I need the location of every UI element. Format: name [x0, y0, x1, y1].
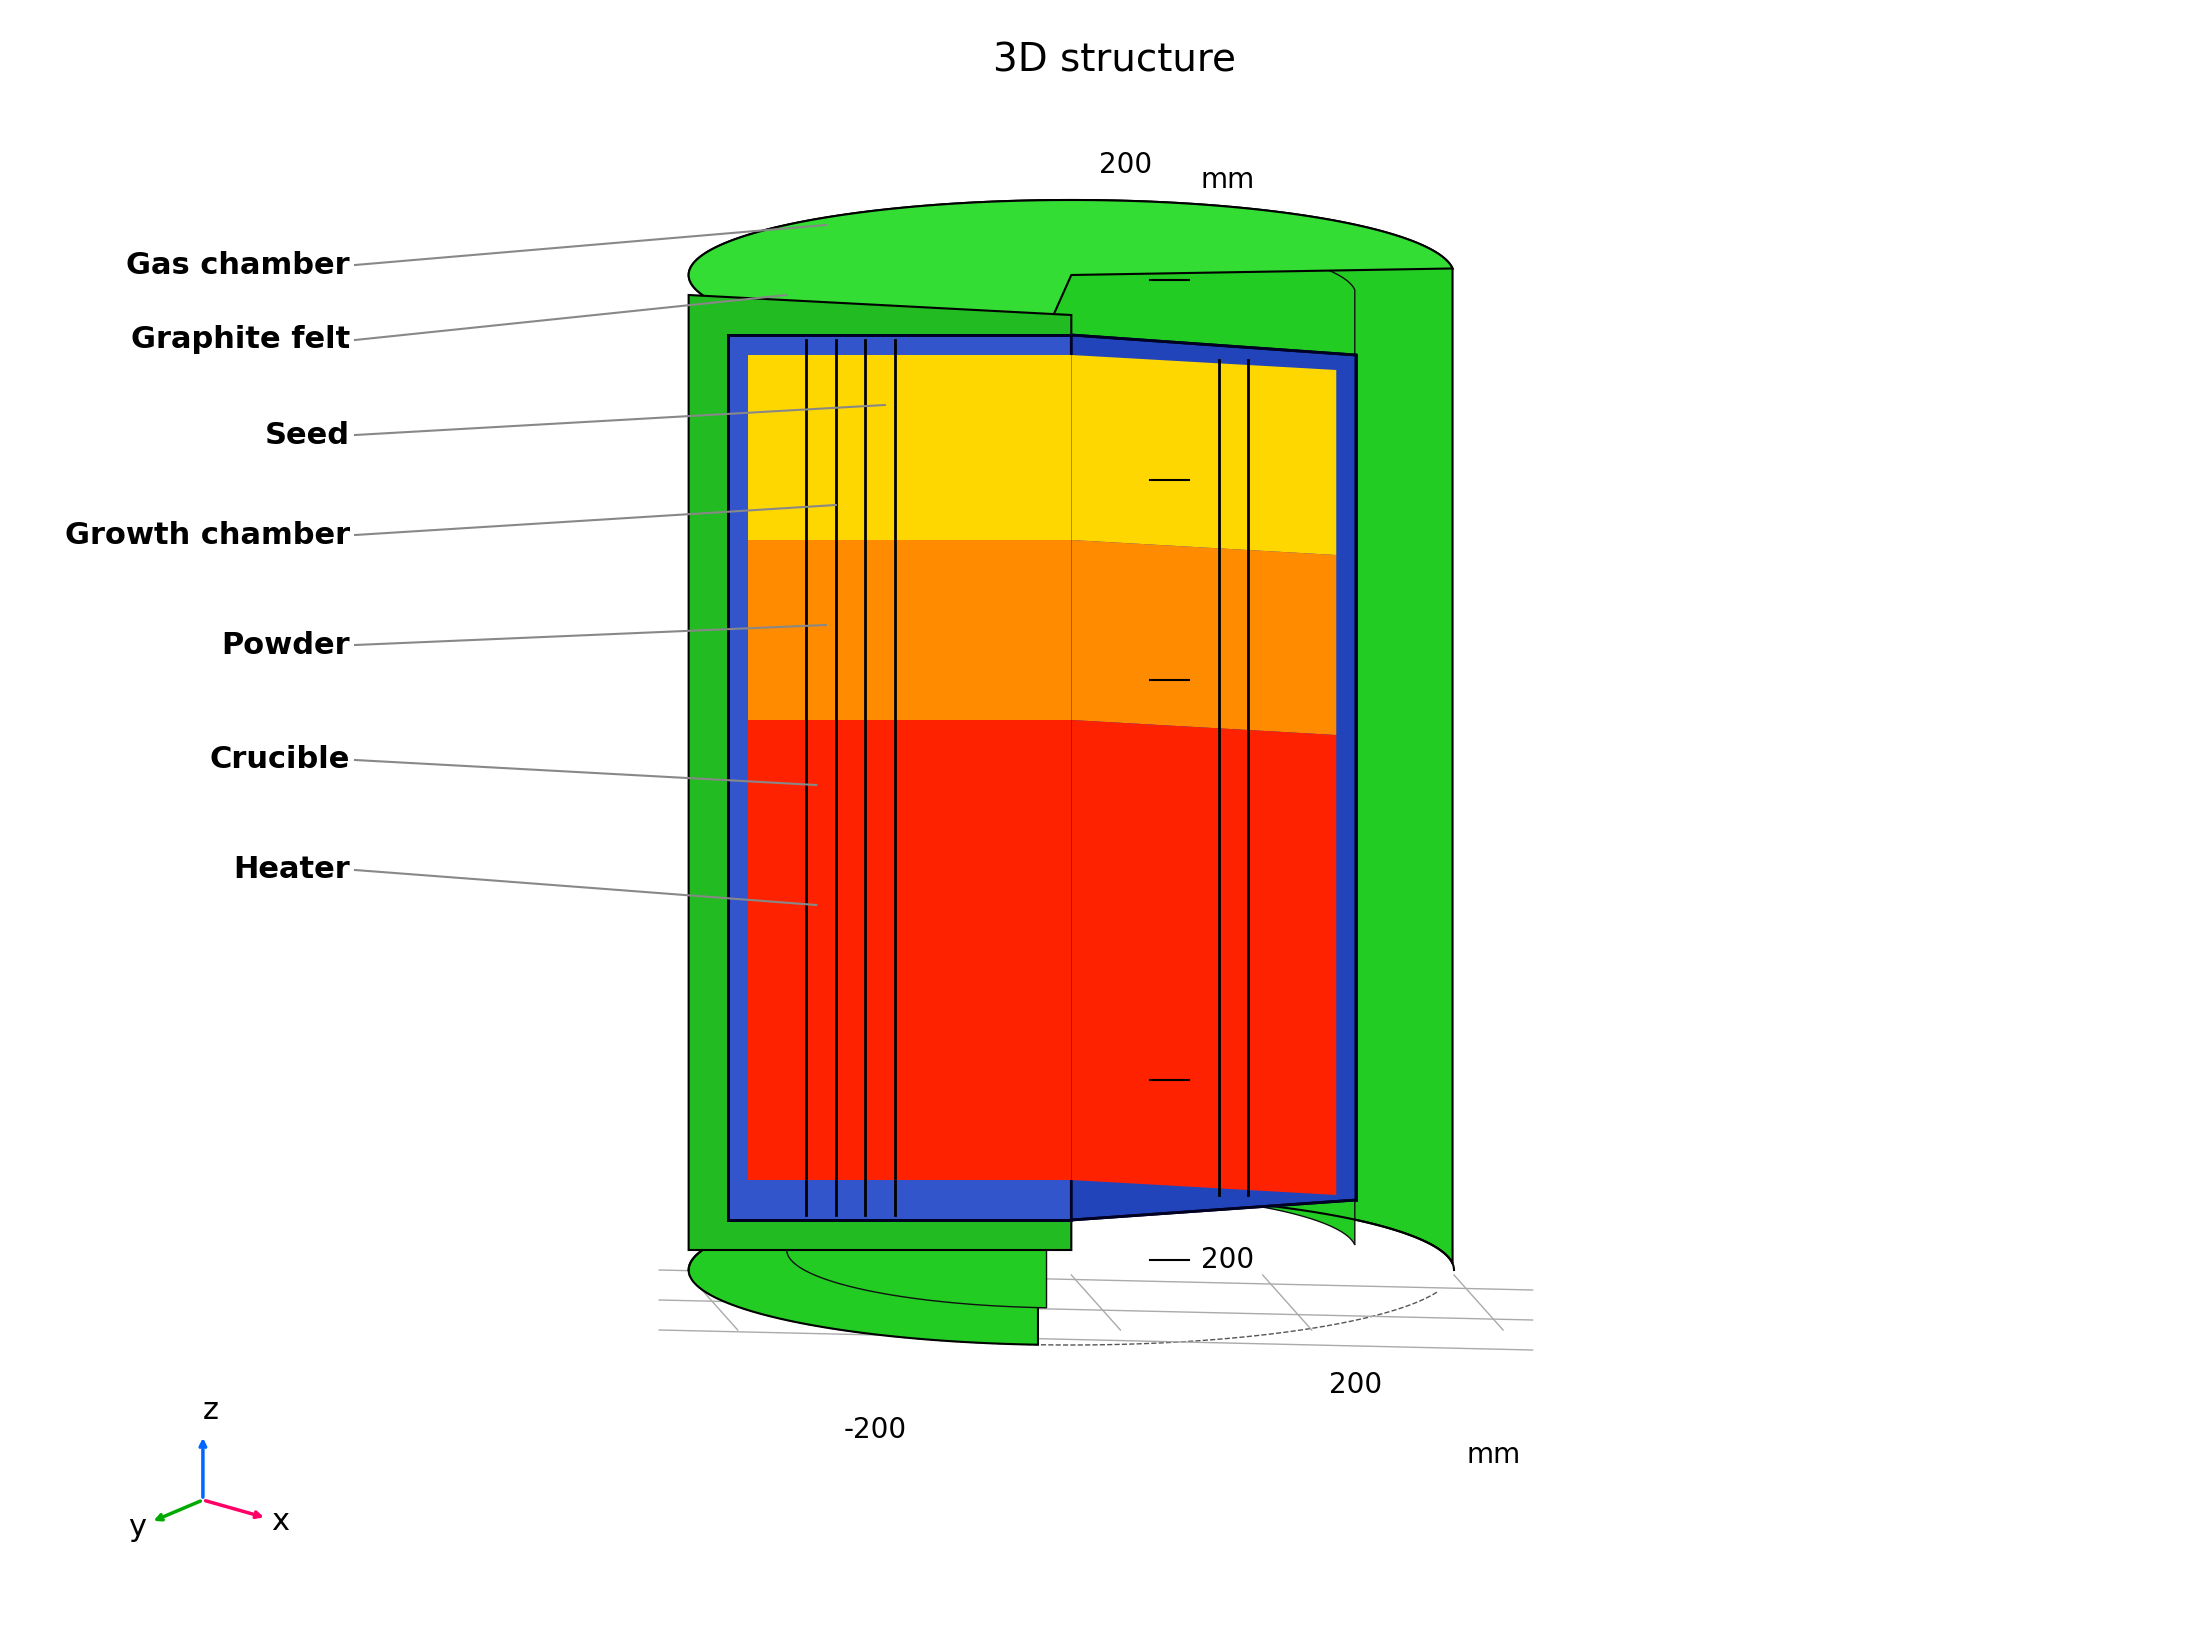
Polygon shape: [729, 334, 1072, 1220]
Text: Graphite felt: Graphite felt: [131, 326, 350, 354]
Polygon shape: [1072, 720, 1337, 1196]
Text: Heater: Heater: [234, 855, 350, 884]
Text: -200: -200: [845, 1416, 906, 1444]
Text: z: z: [203, 1397, 219, 1425]
Polygon shape: [689, 199, 1453, 349]
Text: 400: 400: [1201, 466, 1254, 494]
Text: 0: 0: [1201, 1066, 1219, 1094]
Polygon shape: [748, 720, 1072, 1179]
Text: 200: 200: [1201, 1247, 1254, 1275]
Polygon shape: [748, 540, 1072, 720]
Text: -200: -200: [1201, 267, 1265, 295]
Text: y: y: [129, 1514, 147, 1543]
Text: 3D structure: 3D structure: [993, 41, 1236, 79]
Text: 200: 200: [1330, 1370, 1383, 1398]
Text: mm: mm: [1466, 1441, 1521, 1469]
Polygon shape: [689, 199, 1453, 1344]
Text: x: x: [271, 1507, 289, 1537]
Text: mm: mm: [1201, 166, 1256, 194]
Polygon shape: [748, 356, 1072, 540]
Polygon shape: [1072, 540, 1337, 735]
Text: Seed: Seed: [265, 420, 350, 450]
Polygon shape: [1072, 334, 1357, 1220]
Text: 200: 200: [1201, 665, 1254, 693]
Text: Gas chamber: Gas chamber: [127, 250, 350, 280]
Text: Powder: Powder: [221, 631, 350, 659]
Text: Growth chamber: Growth chamber: [66, 520, 350, 550]
Text: Crucible: Crucible: [210, 746, 350, 774]
Polygon shape: [788, 237, 1354, 1308]
Text: mm: mm: [1267, 665, 1322, 693]
Polygon shape: [1072, 356, 1337, 555]
Polygon shape: [689, 295, 1072, 1250]
Text: 200: 200: [1098, 152, 1151, 180]
